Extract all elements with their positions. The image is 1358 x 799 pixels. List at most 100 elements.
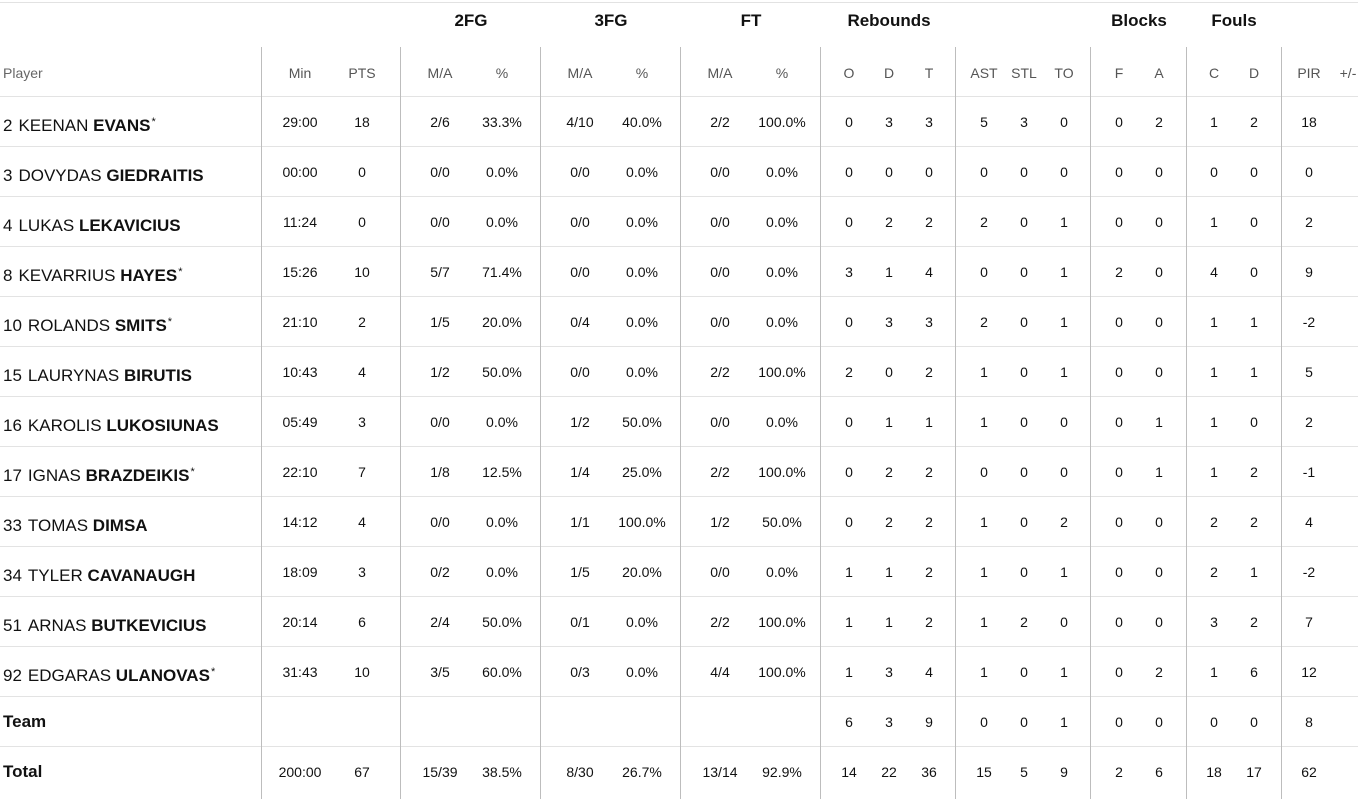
column-header-to[interactable]: TO bbox=[1054, 65, 1074, 81]
stat-cell-ft-pct: 100.0% bbox=[758, 464, 806, 480]
stat-cell-to: 0 bbox=[1060, 114, 1068, 130]
stat-cell-foul-c: 1 bbox=[1210, 364, 1218, 380]
stat-cell-ast: 0 bbox=[980, 164, 988, 180]
starter-marker: * bbox=[210, 666, 216, 678]
stat-cell-ft-pct: 50.0% bbox=[762, 514, 802, 530]
stat-cell-to: 0 bbox=[1060, 464, 1068, 480]
stat-cell-blk-f: 0 bbox=[1115, 314, 1123, 330]
player-name-cell[interactable]: 4 LUKAS LEKAVICIUS bbox=[3, 197, 182, 247]
stat-cell-foul-c: 3 bbox=[1210, 614, 1218, 630]
stat-cell-reb-t: 2 bbox=[925, 514, 933, 530]
player-row[interactable]: 4 LUKAS LEKAVICIUS 11:24 0 0/0 0.0% 0/0 0.0% 0/0… bbox=[0, 197, 1358, 247]
stat-cell-pts: 2 bbox=[358, 314, 366, 330]
player-row[interactable]: 92 EDGARAS ULANOVAS* 31:43 10 3/5 60.0% 0/3 0.0… bbox=[0, 647, 1358, 697]
player-name-cell[interactable]: 2 KEENAN EVANS* bbox=[3, 97, 156, 147]
player-name-cell[interactable]: 92 EDGARAS ULANOVAS* bbox=[3, 647, 215, 697]
stat-cell-stl: 0 bbox=[1020, 514, 1028, 530]
player-name-cell[interactable]: 34 TYLER CAVANAUGH bbox=[3, 547, 196, 597]
stat-cell-pts: 67 bbox=[354, 764, 370, 780]
stat-cell-to: 1 bbox=[1060, 314, 1068, 330]
column-header-reb-t[interactable]: T bbox=[924, 65, 934, 81]
column-header-blk-a[interactable]: A bbox=[1154, 65, 1164, 81]
stat-cell-stl: 0 bbox=[1020, 564, 1028, 580]
player-first-name: IGNAS bbox=[27, 466, 81, 485]
stat-cell-ft-pct: 100.0% bbox=[758, 614, 806, 630]
column-header-player[interactable]: Player bbox=[3, 65, 43, 81]
column-header-pts[interactable]: PTS bbox=[348, 65, 376, 81]
player-name-cell[interactable]: 17 IGNAS BRAZDEIKIS* bbox=[3, 447, 195, 497]
stat-cell-blk-a: 1 bbox=[1155, 464, 1163, 480]
player-name-cell[interactable]: 10 ROLANDS SMITS* bbox=[3, 297, 172, 347]
stat-cell-reb-t: 0 bbox=[925, 164, 933, 180]
stat-cell-foul-c: 4 bbox=[1210, 264, 1218, 280]
player-row[interactable]: 33 TOMAS DIMSA 14:12 4 0/0 0.0% 1/1 100.0% 1/2 50… bbox=[0, 497, 1358, 547]
player-number: 33 bbox=[3, 516, 22, 535]
stat-cell-reb-t: 3 bbox=[925, 114, 933, 130]
stat-cell-min: 10:43 bbox=[282, 364, 318, 380]
stat-cell-blk-a: 0 bbox=[1155, 564, 1163, 580]
player-name-cell[interactable]: 33 TOMAS DIMSA bbox=[3, 497, 149, 547]
column-header-ast[interactable]: AST bbox=[970, 65, 998, 81]
column-header-stl[interactable]: STL bbox=[1011, 65, 1037, 81]
column-header-2fg-ma[interactable]: M/A bbox=[427, 65, 453, 81]
stat-cell-fg2-ma: 1/5 bbox=[430, 314, 450, 330]
column-header-3fg-ma[interactable]: M/A bbox=[567, 65, 593, 81]
column-header-min[interactable]: Min bbox=[288, 65, 312, 81]
top-divider bbox=[0, 2, 1358, 3]
stat-cell-fg3-ma: 8/30 bbox=[566, 764, 594, 780]
stat-cell-reb-d: 0 bbox=[885, 164, 893, 180]
player-row[interactable]: 17 IGNAS BRAZDEIKIS* 22:10 7 1/8 12.5% 1/4 25.0… bbox=[0, 447, 1358, 497]
stat-cell-fg2-pct: 0.0% bbox=[486, 564, 518, 580]
stat-cell-fg3-ma: 0/0 bbox=[570, 214, 590, 230]
stat-cell-fg3-pct: 0.0% bbox=[626, 214, 658, 230]
player-row[interactable]: 34 TYLER CAVANAUGH 18:09 3 0/2 0.0% 1/5 20.0% 0/… bbox=[0, 547, 1358, 597]
stat-cell-pts: 3 bbox=[358, 564, 366, 580]
stat-cell-fg2-ma: 0/2 bbox=[430, 564, 450, 580]
column-header-pir[interactable]: PIR bbox=[1297, 65, 1321, 81]
stat-cell-blk-f: 0 bbox=[1115, 164, 1123, 180]
player-row[interactable]: 2 KEENAN EVANS* 29:00 18 2/6 33.3% 4/10 40.0% 2/… bbox=[0, 97, 1358, 147]
player-row[interactable]: 3 DOVYDAS GIEDRAITIS 00:00 0 0/0 0.0% 0/0 0.0% 0… bbox=[0, 147, 1358, 197]
stat-cell-reb-d: 22 bbox=[881, 764, 897, 780]
player-first-name: EDGARAS bbox=[27, 666, 112, 685]
stat-cell-pts: 3 bbox=[358, 414, 366, 430]
player-name-cell[interactable]: 16 KAROLIS LUKOSIUNAS bbox=[3, 397, 220, 447]
player-row[interactable]: 51 ARNAS BUTKEVICIUS 20:14 6 2/4 50.0% 0/1 0.0%… bbox=[0, 597, 1358, 647]
column-header-plus-minus[interactable]: +/- bbox=[1339, 65, 1357, 81]
stat-cell-ast: 1 bbox=[980, 664, 988, 680]
player-row[interactable]: 10 ROLANDS SMITS* 21:10 2 1/5 20.0% 0/4 0.0% 0/0… bbox=[0, 297, 1358, 347]
player-row[interactable]: 16 KAROLIS LUKOSIUNAS 05:49 3 0/0 0.0% 1/2 50.0… bbox=[0, 397, 1358, 447]
column-header-3fg-pct[interactable]: % bbox=[635, 65, 649, 81]
stat-cell-foul-c: 2 bbox=[1210, 564, 1218, 580]
stat-cell-reb-o: 1 bbox=[845, 664, 853, 680]
player-name-cell[interactable]: 15 LAURYNAS BIRUTIS bbox=[3, 347, 193, 397]
stat-cell-pir: 12 bbox=[1301, 664, 1317, 680]
stat-cell-blk-a: 0 bbox=[1155, 164, 1163, 180]
column-header-reb-d[interactable]: D bbox=[883, 65, 895, 81]
stat-cell-blk-f: 2 bbox=[1115, 264, 1123, 280]
column-header-blk-f[interactable]: F bbox=[1114, 65, 1124, 81]
column-header-2fg-pct[interactable]: % bbox=[495, 65, 509, 81]
stat-cell-blk-a: 1 bbox=[1155, 414, 1163, 430]
player-row[interactable]: 8 KEVARRIUS HAYES* 15:26 10 5/7 71.4% 0/0 0.0% 0… bbox=[0, 247, 1358, 297]
stat-cell-stl: 0 bbox=[1020, 214, 1028, 230]
player-name-cell[interactable]: 51 ARNAS BUTKEVICIUS bbox=[3, 597, 207, 647]
team-label: Team bbox=[3, 712, 47, 731]
starter-marker: * bbox=[151, 116, 156, 128]
player-name-cell[interactable]: 8 KEVARRIUS HAYES* bbox=[3, 247, 183, 297]
player-name-cell[interactable]: 3 DOVYDAS GIEDRAITIS bbox=[3, 147, 205, 197]
column-header-reb-o[interactable]: O bbox=[843, 65, 855, 81]
stat-cell-reb-o: 6 bbox=[845, 714, 853, 730]
column-header-foul-d[interactable]: D bbox=[1248, 65, 1260, 81]
column-header-ft-ma[interactable]: M/A bbox=[707, 65, 733, 81]
player-row[interactable]: 15 LAURYNAS BIRUTIS 10:43 4 1/2 50.0% 0/0 0.0% 2… bbox=[0, 347, 1358, 397]
stat-cell-foul-d: 0 bbox=[1250, 714, 1258, 730]
column-header-foul-c[interactable]: C bbox=[1208, 65, 1220, 81]
player-number: 16 bbox=[3, 416, 22, 435]
stat-cell-reb-t: 1 bbox=[925, 414, 933, 430]
player-last-name: DIMSA bbox=[92, 516, 148, 535]
stat-cell-pir: 0 bbox=[1305, 164, 1313, 180]
stat-cell-ast: 1 bbox=[980, 414, 988, 430]
stat-cell-fg2-ma: 0/0 bbox=[430, 514, 450, 530]
column-header-ft-pct[interactable]: % bbox=[775, 65, 789, 81]
